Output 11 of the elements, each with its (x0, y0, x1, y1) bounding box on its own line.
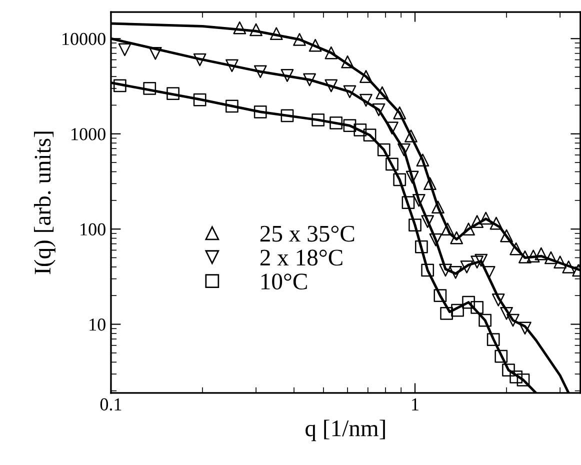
x-tick-label: 0.1 (100, 398, 122, 411)
y-tick-label: 100 (80, 223, 106, 236)
y-tick-label: 1000 (72, 128, 106, 140)
x-tick-label: 1 (412, 398, 418, 410)
legend-label: 2 x 18°C (260, 250, 342, 266)
legend-label: 10°C (261, 274, 307, 290)
y-tick-label: 10000 (62, 32, 106, 46)
x-axis-title: q [1/nm] (306, 420, 385, 442)
legend-label: 25 x 35°C (260, 226, 354, 242)
y-axis-title: I(q) [arb. units] (34, 132, 56, 274)
y-tick-label: 10 (90, 318, 106, 331)
